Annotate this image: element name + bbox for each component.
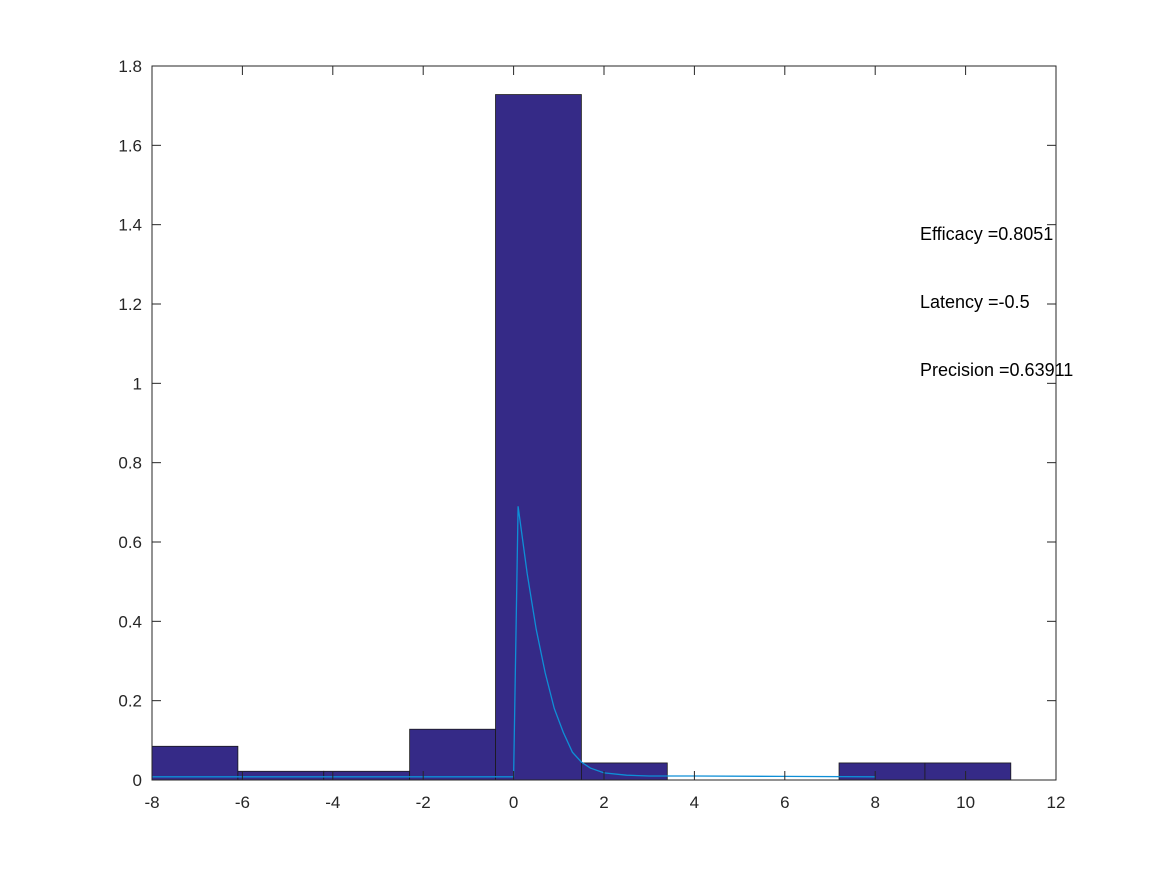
y-tick-label: 1 xyxy=(133,374,142,393)
y-tick-label: 0.4 xyxy=(118,612,142,631)
ticks-group: -8 -6 -4 -2 0 2 4 6 8 10 12 0 0.2 0.4 0.6 0.8 1 1.2 1.4 1.6… xyxy=(118,57,1065,812)
y-tick-label: 0.6 xyxy=(118,533,142,552)
histogram-bar-9 xyxy=(924,762,1012,781)
y-tick-label: 1.4 xyxy=(118,216,142,235)
x-tick-label: -2 xyxy=(416,793,431,812)
annotation-efficacy: Efficacy =0.8051 xyxy=(920,224,1053,244)
y-tick-label: 0 xyxy=(133,771,142,790)
x-tick-label: 4 xyxy=(690,793,699,812)
annotation-precision: Precision =0.63911 xyxy=(920,360,1073,380)
histogram-bar-3 xyxy=(409,728,496,781)
y-tick-label: 1.2 xyxy=(118,295,142,314)
x-tick-label: 0 xyxy=(509,793,518,812)
histogram-bar-1 xyxy=(237,770,325,781)
x-tick-label: -4 xyxy=(325,793,340,812)
axes-box xyxy=(151,65,1057,781)
bars-group xyxy=(151,94,1012,781)
histogram-bar-8 xyxy=(838,762,926,781)
histogram-bar-2 xyxy=(323,770,411,781)
histogram-bar-5 xyxy=(581,762,668,781)
x-tick-label: 12 xyxy=(1047,793,1066,812)
histogram-bar-0 xyxy=(151,745,239,781)
annotation-latency: Latency =-0.5 xyxy=(920,292,1030,312)
histogram-bar-4 xyxy=(495,94,582,781)
x-tick-label: 2 xyxy=(599,793,608,812)
y-tick-label: 1.6 xyxy=(118,136,142,155)
y-tick-label: 0.2 xyxy=(118,692,142,711)
x-tick-label: -8 xyxy=(144,793,159,812)
density-line xyxy=(152,506,876,778)
x-tick-label: -6 xyxy=(235,793,250,812)
y-tick-label: 1.8 xyxy=(118,57,142,76)
y-tick-label: 0.8 xyxy=(118,454,142,473)
x-tick-label: 10 xyxy=(956,793,975,812)
x-tick-label: 6 xyxy=(780,793,789,812)
annotations-group: Efficacy =0.8051 Latency =-0.5 Precision… xyxy=(920,224,1073,380)
x-tick-label: 8 xyxy=(870,793,879,812)
